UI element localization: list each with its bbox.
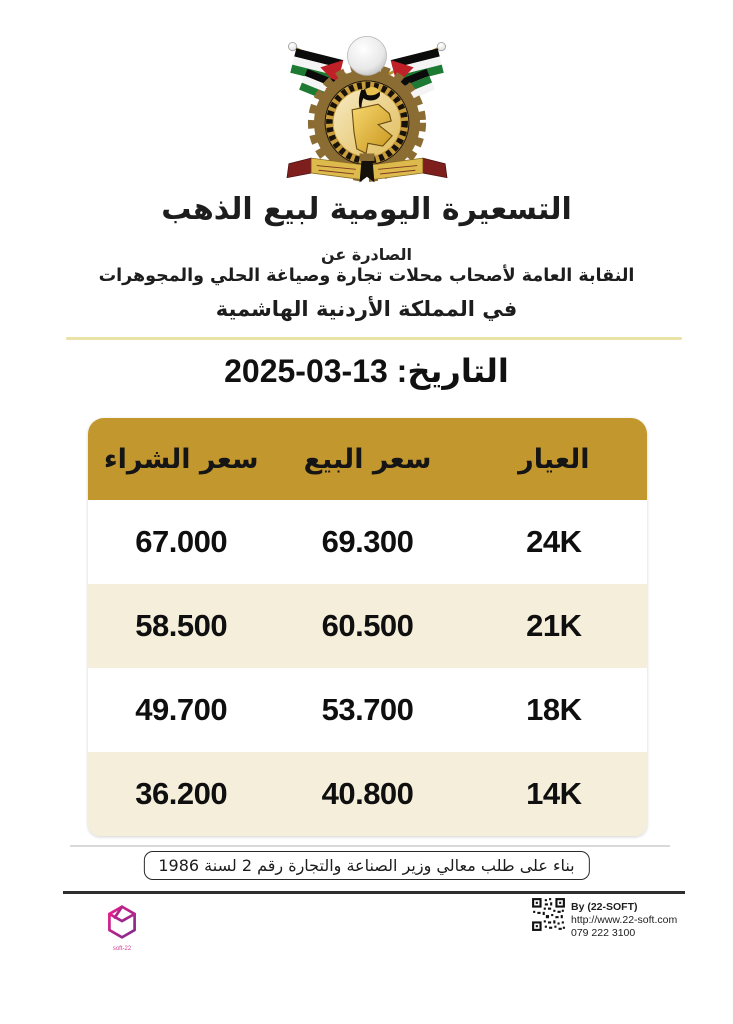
soft-logo-text: 22-soft: [112, 946, 132, 952]
table-row: 18K 53.700 49.700: [88, 668, 647, 752]
issued-by-line: الصادرة عن: [320, 245, 413, 264]
cell-sell: 53.700: [321, 692, 414, 727]
credit-by: By (22-SOFT): [571, 901, 638, 913]
cube-logo-icon: [108, 905, 136, 939]
table-row: 21K 60.500 58.500: [88, 584, 647, 668]
table-header-row: العيار سعر البيع سعر الشراء: [88, 418, 647, 500]
syndicate-emblem-logo: [274, 22, 460, 196]
credit-url[interactable]: http://www.22-soft.com: [571, 914, 678, 926]
cell-sell: 60.500: [321, 608, 414, 643]
qr-code-icon[interactable]: [531, 897, 566, 932]
cell-buy: 67.000: [135, 524, 228, 559]
date-line: التاريخ: 13-03-2025: [0, 352, 733, 390]
syndicate-name-line: النقابة العامة لأصحاب محلات تجارة وصياغة…: [98, 266, 635, 286]
jordan-syndicate-emblem-icon: [286, 35, 447, 183]
credit-block: By (22-SOFT) http://www.22-soft.com 079 …: [531, 897, 677, 940]
faint-divider: [70, 845, 670, 847]
cell-buy: 36.200: [135, 776, 228, 811]
column-header-sell-price: سعر البيع: [303, 443, 432, 475]
table-row: 24K 69.300 67.000: [88, 500, 647, 584]
cell-sell: 69.300: [321, 524, 414, 559]
price-table-body: 24K 69.300 67.000 21K 60.500 58.500 18K 53.700 4…: [88, 500, 647, 836]
soft-vendor-logo: 22-soft: [100, 903, 144, 952]
column-header-buy-price: سعر الشراء: [103, 443, 259, 475]
column-header-karat: العيار: [518, 443, 590, 475]
page-title: التسعيرة اليومية لبيع الذهب: [161, 192, 572, 227]
cell-buy: 49.700: [135, 692, 228, 727]
kingdom-line: في المملكة الأردنية الهاشمية: [215, 297, 518, 321]
cell-sell: 40.800: [321, 776, 414, 811]
cell-buy: 58.500: [135, 608, 228, 643]
cell-karat: 21K: [526, 608, 582, 643]
cell-karat: 14K: [526, 776, 582, 811]
footer-divider: [63, 891, 685, 894]
gold-divider: [66, 337, 682, 340]
date-label: التاريخ:: [396, 353, 509, 389]
date-value: 13-03-2025: [224, 353, 388, 389]
decree-note-box: بناء على طلب معالي وزير الصناعة والتجارة…: [143, 851, 590, 880]
table-row: 14K 40.800 36.200: [88, 752, 647, 836]
cell-karat: 18K: [526, 692, 582, 727]
cell-karat: 24K: [526, 524, 582, 559]
credit-phone: 079 222 3100: [571, 927, 636, 939]
credit-text: By (22-SOFT) http://www.22-soft.com 079 …: [571, 897, 677, 940]
gold-price-table: العيار سعر البيع سعر الشراء 24K 69.300 67.…: [88, 418, 647, 836]
